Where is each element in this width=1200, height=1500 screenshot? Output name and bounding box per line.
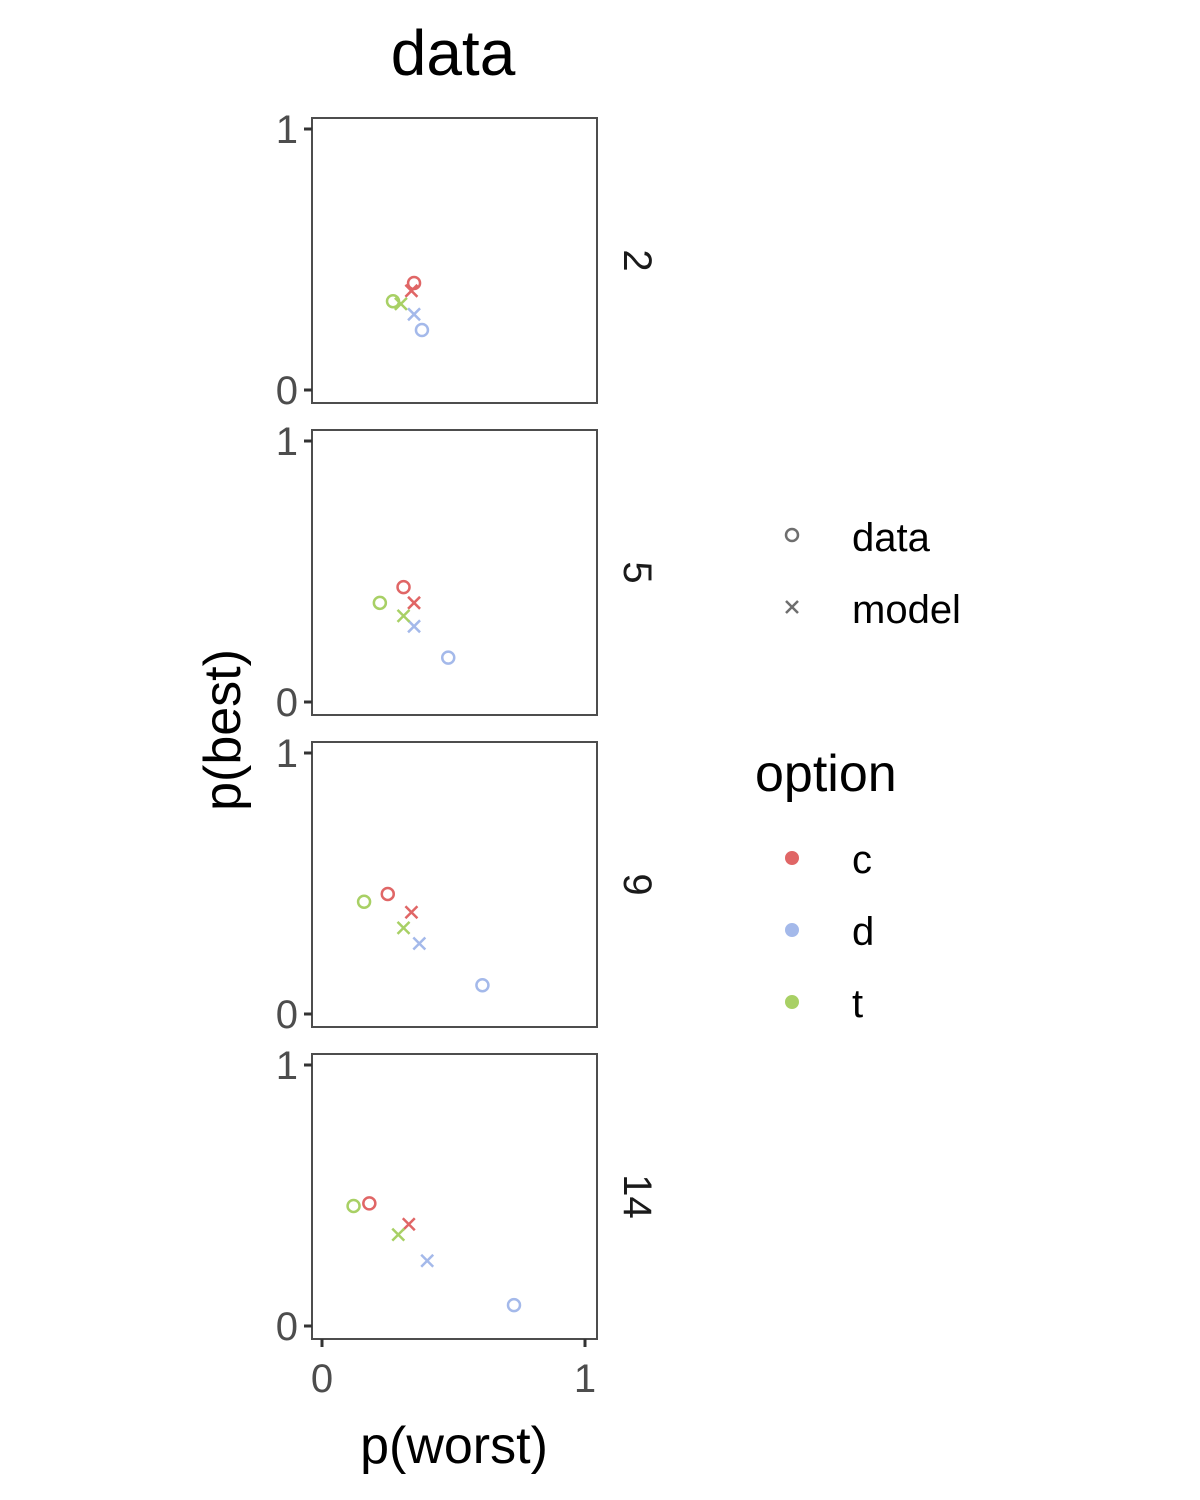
model-point-d bbox=[420, 1253, 435, 1268]
facet-label: 5 bbox=[615, 561, 659, 583]
model-point-t bbox=[396, 920, 411, 935]
panel-border bbox=[311, 429, 598, 716]
model-point-c bbox=[407, 595, 421, 610]
panel-2: 0 1 2 bbox=[276, 108, 659, 413]
legend-key-t bbox=[785, 995, 799, 1009]
y-tick-label: 0 bbox=[276, 369, 298, 413]
panel-5: 0 1 5 bbox=[276, 420, 659, 725]
model-point-t bbox=[394, 296, 408, 311]
shape-legend: data model bbox=[784, 516, 961, 632]
x-tick-label: 0 bbox=[311, 1357, 333, 1401]
legend-label-t: t bbox=[852, 982, 863, 1026]
legend: data model option cdt bbox=[755, 516, 961, 1026]
chart-title: data bbox=[391, 17, 516, 89]
y-axis-title: p(best) bbox=[194, 649, 252, 811]
data-point-c bbox=[396, 579, 411, 595]
panel-border bbox=[311, 117, 598, 404]
panel-14: 0 1 14 bbox=[276, 1044, 659, 1349]
y-tick-label: 1 bbox=[276, 1044, 298, 1088]
legend-key-c bbox=[785, 851, 799, 865]
model-point-t bbox=[396, 608, 411, 623]
legend-label-d: d bbox=[852, 910, 874, 954]
y-tick-label: 0 bbox=[276, 993, 298, 1037]
panel-border bbox=[311, 741, 598, 1028]
model-point-c bbox=[404, 283, 419, 298]
panel-border bbox=[311, 1053, 598, 1340]
color-legend-title: option bbox=[755, 745, 897, 803]
y-tick-label: 0 bbox=[276, 1305, 298, 1349]
facet-label: 2 bbox=[615, 249, 659, 271]
x-axis-title: p(worst) bbox=[360, 1417, 548, 1475]
model-point-c bbox=[404, 905, 419, 920]
color-legend: cdt bbox=[785, 838, 874, 1026]
model-point-c bbox=[401, 1217, 416, 1232]
legend-label-c: c bbox=[852, 838, 872, 882]
data-point-d bbox=[414, 322, 430, 338]
panel-9: 0 1 9 bbox=[276, 732, 659, 1037]
data-point-d bbox=[475, 978, 490, 993]
y-tick-label: 0 bbox=[276, 681, 298, 725]
data-point-t bbox=[346, 1198, 361, 1214]
legend-label-model: model bbox=[852, 588, 961, 632]
y-tick-label: 1 bbox=[276, 732, 298, 776]
legend-label-data: data bbox=[852, 516, 931, 560]
y-tick-label: 1 bbox=[276, 108, 298, 152]
data-point-d bbox=[440, 650, 456, 665]
legend-key-circle bbox=[784, 527, 800, 543]
facet-label: 14 bbox=[615, 1174, 659, 1219]
legend-key-cross bbox=[785, 600, 799, 614]
data-point-d bbox=[506, 1297, 522, 1313]
model-point-d bbox=[412, 936, 427, 951]
y-tick-label: 1 bbox=[276, 420, 298, 464]
data-point-c bbox=[362, 1196, 377, 1211]
data-point-c bbox=[380, 886, 395, 902]
model-point-t bbox=[391, 1227, 406, 1242]
x-tick-label: 1 bbox=[574, 1357, 596, 1401]
legend-key-d bbox=[785, 923, 799, 937]
facet-label: 9 bbox=[615, 873, 659, 895]
data-point-t bbox=[372, 595, 388, 611]
model-point-d bbox=[407, 307, 421, 322]
data-point-t bbox=[356, 894, 372, 910]
model-point-d bbox=[407, 619, 421, 634]
